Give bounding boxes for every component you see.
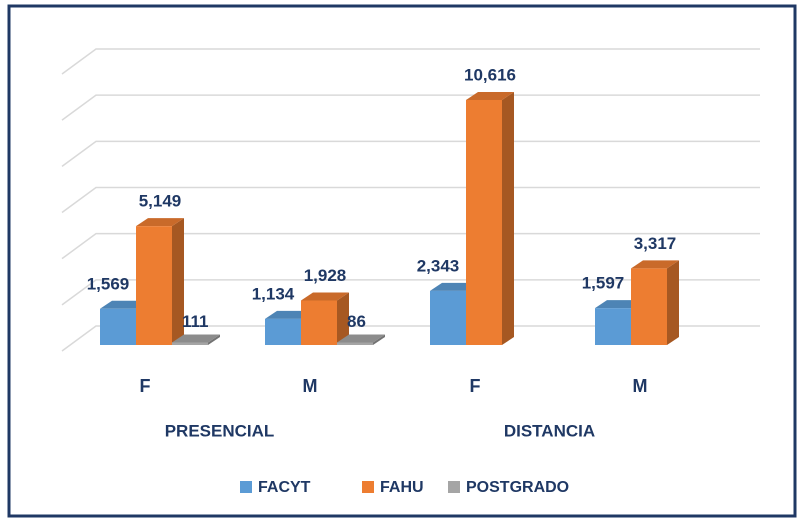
bar bbox=[631, 260, 679, 345]
grid-line bbox=[61, 48, 760, 75]
data-label: 2,343 bbox=[417, 256, 460, 275]
data-label: 1,928 bbox=[304, 266, 347, 285]
legend-swatch bbox=[240, 481, 252, 493]
bar-front bbox=[466, 99, 502, 346]
bar-side bbox=[337, 292, 349, 345]
bar-top bbox=[301, 292, 349, 301]
bar-top bbox=[172, 334, 220, 343]
x-tick-label: F bbox=[470, 376, 481, 396]
legend-swatch bbox=[362, 481, 374, 493]
bar-side bbox=[208, 334, 220, 345]
group-label: DISTANCIA bbox=[504, 421, 595, 440]
legend-label: FAHU bbox=[380, 479, 424, 496]
bar-top bbox=[337, 334, 385, 343]
bar-top bbox=[631, 260, 679, 269]
bar-front bbox=[595, 308, 631, 345]
bar-side bbox=[667, 260, 679, 345]
data-label: 86 bbox=[347, 312, 366, 331]
grid-line bbox=[61, 140, 760, 167]
bar-top bbox=[136, 218, 184, 227]
data-label: 3,317 bbox=[634, 234, 677, 253]
legend-label: POSTGRADO bbox=[466, 479, 569, 496]
legend-label: FACYT bbox=[258, 479, 311, 496]
grid-line bbox=[61, 325, 760, 352]
grid-line bbox=[61, 94, 760, 121]
x-tick-label: F bbox=[140, 376, 151, 396]
x-tick-label: M bbox=[633, 376, 648, 396]
grid-line bbox=[61, 279, 760, 306]
bar bbox=[136, 218, 184, 345]
legend-swatch bbox=[448, 481, 460, 493]
bar-front bbox=[136, 226, 172, 345]
data-label: 5,149 bbox=[139, 192, 182, 211]
x-tick-label: M bbox=[303, 376, 318, 396]
bar-front bbox=[430, 290, 466, 345]
bar-side bbox=[502, 91, 514, 346]
bar bbox=[301, 292, 349, 345]
bar-top bbox=[466, 91, 514, 100]
bar-front bbox=[337, 342, 373, 345]
bar-front bbox=[631, 268, 667, 345]
bar-front bbox=[265, 318, 301, 345]
grid-line bbox=[61, 232, 760, 260]
group-label: PRESENCIAL bbox=[165, 421, 275, 440]
bar bbox=[172, 334, 220, 345]
bar bbox=[337, 334, 385, 345]
data-label: 1,569 bbox=[87, 274, 130, 293]
bar-front bbox=[100, 308, 136, 345]
data-label: 111 bbox=[182, 312, 209, 331]
data-label: 1,597 bbox=[582, 274, 625, 293]
bar bbox=[466, 91, 514, 346]
bar-side bbox=[373, 334, 385, 345]
grid-line bbox=[61, 186, 760, 214]
bar-side bbox=[172, 218, 184, 345]
bar-front bbox=[172, 342, 208, 345]
data-label: 1,134 bbox=[252, 284, 295, 303]
bar-front bbox=[301, 300, 337, 345]
data-label: 10,616 bbox=[464, 65, 516, 84]
